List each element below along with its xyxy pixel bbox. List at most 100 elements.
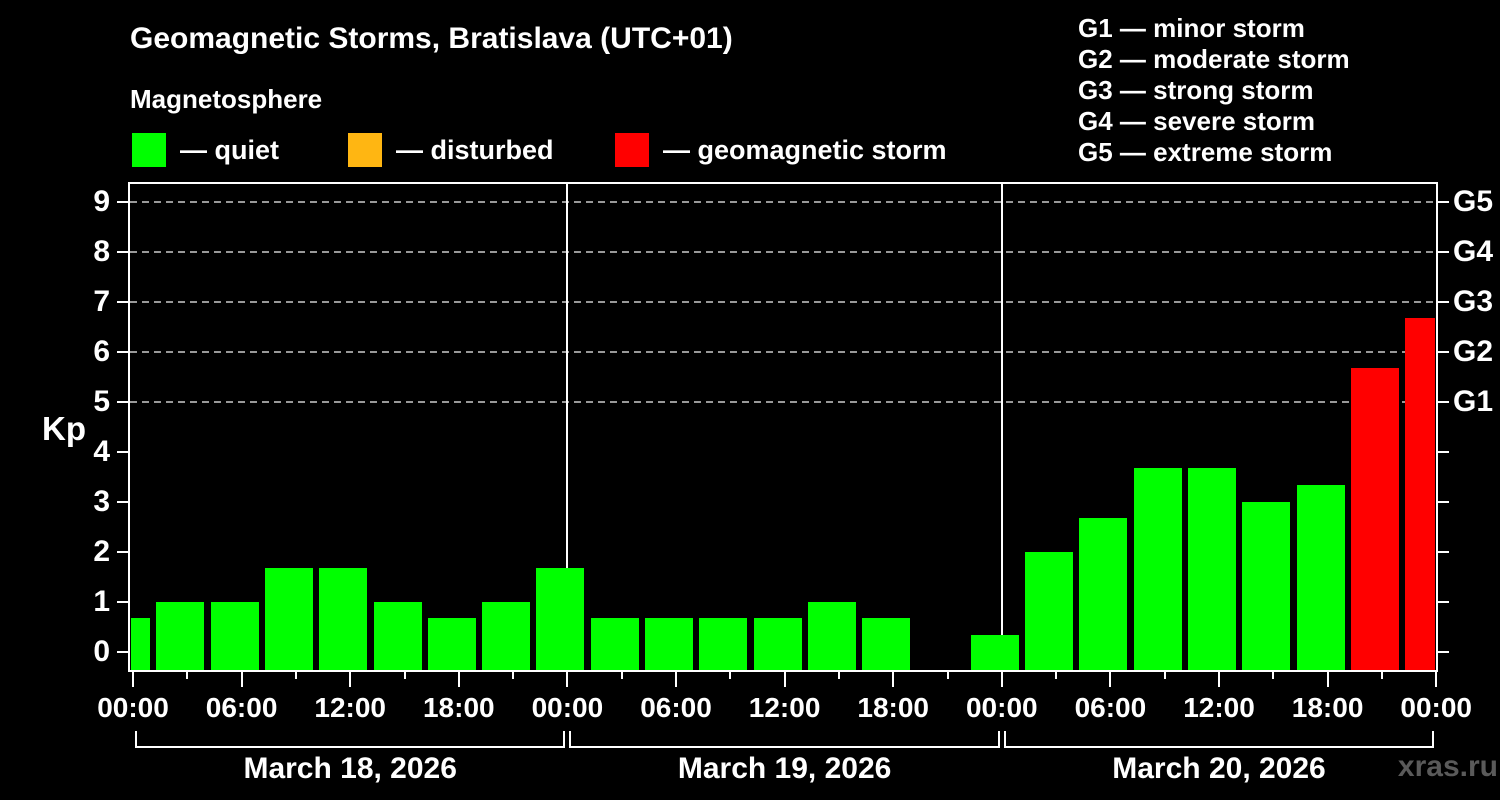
x-tick-label: 00:00: [965, 692, 1038, 723]
y-tick: [1436, 450, 1449, 453]
gridline: [130, 200, 1436, 203]
y-tick: [1436, 400, 1449, 403]
x-tick: [294, 670, 297, 679]
kp-bar: [319, 568, 368, 670]
x-tick: [240, 670, 243, 687]
x-tick-label: 18:00: [1291, 692, 1364, 723]
date-label: March 19, 2026: [677, 752, 892, 785]
x-tick: [1000, 670, 1003, 687]
g-scale-label: G2: [1453, 334, 1494, 368]
y-tick-label: 2: [93, 534, 110, 568]
y-tick: [1436, 350, 1449, 353]
kp-bar: [1188, 468, 1236, 670]
x-tick: [457, 670, 460, 687]
x-tick: [403, 670, 406, 679]
x-tick: [1218, 670, 1220, 687]
kp-bar: [210, 601, 259, 670]
plot-area-border: [128, 182, 1438, 672]
y-tick: [1436, 250, 1449, 253]
gridline: [130, 300, 1436, 303]
y-tick-label: 5: [93, 384, 110, 418]
legend-label: — geomagnetic storm: [663, 135, 947, 165]
g-scale-label: G1: [1453, 384, 1494, 418]
quiet-swatch-icon: [132, 133, 166, 167]
kp-bar: [1242, 501, 1291, 670]
date-bracket-end: [997, 731, 1000, 748]
x-tick: [349, 670, 352, 687]
y-tick-label: 1: [93, 584, 110, 618]
y-tick: [117, 500, 130, 503]
kp-bar: [1405, 318, 1435, 670]
x-tick-label: 12:00: [1183, 692, 1255, 723]
kp-bar: [536, 568, 585, 670]
kp-bar: [1079, 518, 1128, 670]
y-tick: [117, 650, 130, 653]
kp-bar: [807, 601, 856, 670]
date-bracket: [135, 746, 566, 748]
date-bracket-end: [563, 731, 566, 748]
storm-scale-legend: G1 — minor storm G2 — moderate storm G3 …: [1078, 13, 1350, 167]
kp-bar: [482, 601, 531, 670]
y-tick-label: 3: [93, 484, 110, 518]
watermark: xras.ru: [1397, 750, 1498, 783]
date-bracket-end: [569, 731, 572, 748]
x-tick: [512, 670, 515, 679]
y-tick: [117, 600, 130, 603]
legend-label: — disturbed: [396, 135, 554, 165]
kp-bar: [1133, 468, 1182, 670]
date-label: March 18, 2026: [243, 752, 457, 785]
x-tick: [1380, 670, 1383, 679]
kp-bar: [1296, 485, 1345, 670]
x-tick: [675, 670, 677, 687]
x-tick: [1272, 670, 1275, 679]
y-tick-label: 0: [93, 634, 110, 668]
y-tick: [117, 450, 130, 453]
x-tick: [1326, 670, 1329, 687]
kp-bar: [373, 601, 422, 670]
disturbed-swatch-icon: [348, 133, 382, 167]
y-tick: [117, 300, 130, 303]
day-divider: [1000, 184, 1003, 670]
y-tick: [1436, 600, 1449, 603]
x-tick: [892, 670, 895, 687]
gridline: [130, 400, 1436, 403]
g-scale-label: G5: [1453, 184, 1494, 218]
x-tick-label: 00:00: [531, 692, 604, 723]
x-tick: [946, 670, 949, 679]
x-tick: [729, 670, 732, 679]
y-tick: [117, 350, 130, 353]
y-tick: [117, 400, 130, 403]
date-bracket: [1003, 746, 1435, 748]
x-tick-label: 06:00: [640, 692, 712, 723]
kp-bar: [131, 618, 150, 670]
g-scale-label: G3: [1453, 284, 1494, 318]
x-tick: [566, 670, 569, 687]
kp-bar: [156, 601, 205, 670]
x-tick: [837, 670, 840, 679]
x-tick: [1435, 670, 1438, 687]
y-tick: [117, 200, 130, 203]
kp-bar: [1025, 551, 1074, 670]
y-tick: [1436, 650, 1449, 653]
x-tick: [620, 670, 623, 679]
y-tick: [117, 550, 130, 553]
legend-label: — quiet: [180, 135, 279, 165]
y-tick-label: 6: [93, 334, 110, 368]
y-axis-label: Kp: [42, 410, 86, 447]
x-tick-label: 06:00: [205, 692, 278, 723]
y-tick-label: 7: [93, 284, 110, 318]
date-bracket-end: [135, 731, 137, 748]
y-tick: [1436, 200, 1449, 203]
x-tick-label: 18:00: [857, 692, 929, 723]
x-tick-label: 00:00: [97, 692, 169, 723]
gridline: [130, 350, 1436, 353]
kp-bar: [1350, 368, 1399, 670]
x-tick-label: 06:00: [1074, 692, 1147, 723]
kp-bar: [699, 618, 748, 670]
y-tick: [1436, 500, 1449, 503]
date-bracket: [569, 746, 1000, 748]
date-label: March 20, 2026: [1112, 752, 1326, 785]
x-tick: [1109, 670, 1112, 687]
kp-bar: [264, 568, 313, 670]
day-divider: [566, 184, 569, 670]
